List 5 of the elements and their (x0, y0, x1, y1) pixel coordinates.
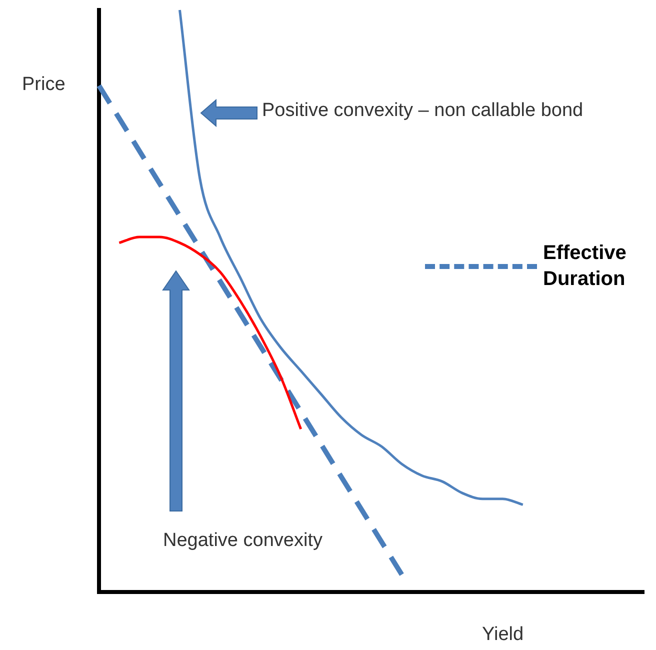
y-axis-title: Price (22, 74, 66, 96)
text: Effective Duration (543, 241, 628, 292)
x-axis-title: Yield (482, 624, 524, 646)
annotation: Positive convexity – non callable bond (262, 100, 584, 122)
annotation: Negative convexity (163, 530, 322, 552)
